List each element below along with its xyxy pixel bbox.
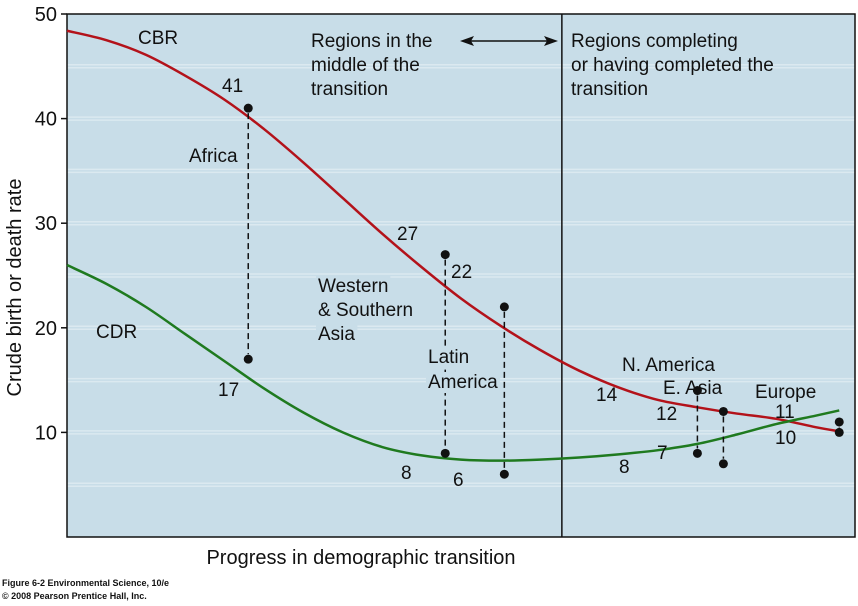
western-label-line2: & Southern xyxy=(318,300,413,321)
region-late-line2: or having completed the xyxy=(571,55,774,76)
la-cdr-value: 6 xyxy=(453,470,464,491)
cbr-point xyxy=(692,386,702,396)
cdr-point xyxy=(692,448,702,458)
cdr-point xyxy=(834,427,844,437)
cbr-point xyxy=(834,417,844,427)
figure-caption: Figure 6-2 Environmental Science, 10/e xyxy=(2,578,170,588)
cbr-point xyxy=(499,302,509,312)
eu-cbr-value: 11 xyxy=(775,402,795,423)
cbr-point xyxy=(243,103,253,113)
cdr-point xyxy=(440,448,450,458)
western-label-line1: Western xyxy=(318,276,388,297)
region-late-line1: Regions completing xyxy=(571,31,738,52)
western-label-line3-bg xyxy=(316,324,358,345)
region-late-line3: transition xyxy=(571,79,648,100)
africa-cbr-value: 41 xyxy=(222,76,243,97)
africa-label: Africa xyxy=(189,146,238,167)
latin-label-line2: America xyxy=(428,372,498,393)
y-tick-label: 10 xyxy=(35,422,57,444)
western-label-line1-bg xyxy=(316,276,391,297)
na-cbr-value: 14 xyxy=(596,385,618,406)
y-axis-label: Crude birth or death rate xyxy=(4,179,26,397)
wsa-cdr-value: 8 xyxy=(401,463,412,484)
latin-label-line2-bg xyxy=(426,372,501,393)
y-tick-label: 30 xyxy=(35,213,57,235)
region-mid-line2: middle of the xyxy=(311,55,420,76)
wsa-cbr-value: 27 xyxy=(397,224,418,245)
western-label-line2-bg xyxy=(316,300,416,321)
ea-cdr-value: 7 xyxy=(657,443,668,464)
europe-label: Europe xyxy=(755,382,816,403)
cdr-point xyxy=(499,469,509,479)
y-tick-label: 20 xyxy=(35,318,57,340)
arrow-left-head xyxy=(460,36,474,46)
plot-border xyxy=(66,13,856,538)
cbr-point xyxy=(718,406,728,416)
y-tick-label: 50 xyxy=(35,4,57,26)
copyright-notice: © 2008 Pearson Prentice Hall, Inc. xyxy=(2,591,147,601)
cdr-line xyxy=(66,263,840,462)
ea-cbr-value: 12 xyxy=(656,404,677,425)
latin-label-line1: Latin xyxy=(428,347,469,368)
cdr-series-label: CDR xyxy=(96,322,137,343)
cdr-point xyxy=(718,459,728,469)
region-mid-line1: Regions in the xyxy=(311,31,432,52)
cbr-point xyxy=(440,250,450,260)
latin-label-line1-bg xyxy=(426,347,472,368)
y-tick-label: 40 xyxy=(35,109,57,131)
western-label-line3: Asia xyxy=(318,324,355,345)
cdr-point xyxy=(243,354,253,364)
x-axis-label: Progress in demographic transition xyxy=(206,547,515,569)
eu-cdr-value: 10 xyxy=(775,428,796,449)
namerica-label: N. America xyxy=(622,355,715,376)
na-cdr-value: 8 xyxy=(619,457,630,478)
region-mid-line3: transition xyxy=(311,79,388,100)
arrow-right-head xyxy=(544,36,558,46)
cbr-series-label: CBR xyxy=(138,28,178,49)
africa-label-bg xyxy=(187,146,240,167)
easia-label: E. Asia xyxy=(663,378,723,399)
africa-cdr-value: 17 xyxy=(218,380,239,401)
la-cbr-value: 22 xyxy=(451,262,472,283)
